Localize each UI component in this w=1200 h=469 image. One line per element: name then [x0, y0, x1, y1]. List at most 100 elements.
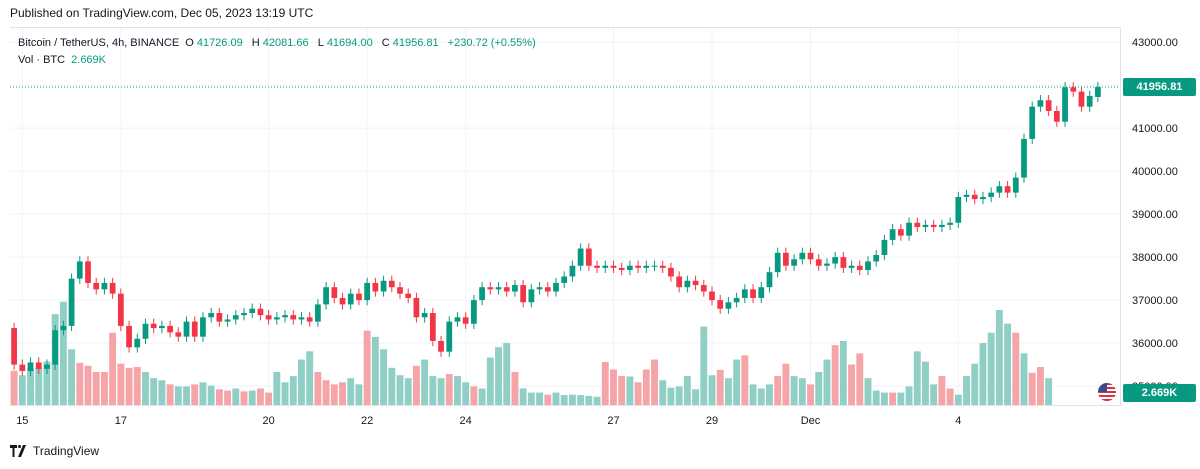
last-price-label: 41956.81 — [1123, 78, 1196, 97]
candle-body — [216, 313, 223, 322]
candle-body — [791, 259, 797, 266]
candle-body — [955, 196, 962, 223]
candle-body — [922, 224, 929, 228]
volume-bar — [314, 371, 322, 405]
volume-bar — [462, 382, 470, 405]
chart-legend: Bitcoin / TetherUS, 4h, BINANCE O 41726.0… — [18, 35, 539, 69]
candle-body — [914, 222, 921, 228]
volume-bar — [511, 371, 519, 405]
y-tick-label: 40000.00 — [1132, 166, 1178, 178]
candle-body — [807, 252, 814, 260]
volume-bar — [68, 349, 76, 405]
volume-bar — [954, 394, 962, 405]
volume-bar — [823, 359, 831, 405]
volume-bar — [618, 376, 626, 405]
candle-body — [19, 364, 26, 372]
volume-bar — [692, 389, 700, 405]
volume-bar — [922, 361, 929, 405]
candle-body — [848, 265, 855, 268]
volume-bar — [979, 343, 987, 405]
candle-body — [700, 285, 707, 292]
last-volume-label: 2.669K — [1123, 384, 1196, 402]
candle-body — [503, 287, 510, 292]
candle-body — [528, 289, 535, 303]
volume-bar — [798, 378, 806, 405]
candle-body — [323, 287, 329, 305]
candle-body — [93, 282, 100, 290]
candle-body — [520, 285, 527, 303]
candle-body — [224, 319, 231, 322]
candle-body — [1070, 87, 1077, 92]
x-tick-label: 27 — [607, 415, 619, 427]
candle-body — [709, 291, 715, 301]
volume-bar — [289, 376, 297, 405]
candle-body — [101, 282, 108, 290]
candle-body — [602, 265, 609, 268]
y-tick-label: 37000.00 — [1132, 295, 1178, 307]
candle-body — [939, 224, 945, 228]
candle-body — [1012, 177, 1019, 193]
volume-bar — [339, 382, 346, 405]
high-value: 42081.66 — [262, 37, 309, 49]
volume-bar — [626, 376, 634, 405]
volume-bar — [749, 384, 757, 405]
volume-bar — [544, 394, 552, 405]
candle-body — [257, 308, 264, 316]
candle-body — [471, 300, 477, 324]
candle-body — [618, 267, 625, 271]
candle-body — [331, 287, 338, 298]
us-flag-icon[interactable] — [1098, 383, 1116, 401]
volume-bar — [322, 380, 330, 405]
volume-bar — [43, 361, 51, 405]
volume-bar — [848, 364, 856, 405]
volume-bar — [683, 376, 691, 405]
volume-bar — [790, 376, 798, 405]
candle-body — [856, 265, 863, 271]
volume-bar — [536, 392, 544, 405]
price-axis[interactable] — [1120, 27, 1200, 406]
candle-body — [971, 194, 978, 200]
candle-body — [388, 280, 395, 288]
low-value: 41694.00 — [326, 37, 373, 49]
candle-body — [315, 304, 321, 322]
candle-body — [134, 338, 141, 348]
candle-body — [553, 282, 559, 292]
volume-bar — [35, 367, 43, 405]
candle-body — [282, 315, 288, 318]
candle-body — [150, 323, 157, 329]
candle-body — [1078, 91, 1085, 107]
candle-body — [717, 300, 724, 309]
volume-bar — [971, 363, 979, 405]
chart-pane[interactable] — [10, 27, 1120, 406]
candle-body — [44, 364, 50, 369]
candle-body — [454, 317, 461, 322]
volume-bar — [995, 310, 1003, 405]
candle-body — [659, 265, 666, 268]
volume-bar — [330, 384, 338, 405]
candle-body — [815, 259, 822, 266]
volume-bar — [839, 340, 847, 405]
candle-body — [585, 248, 592, 266]
candle-body — [421, 313, 428, 318]
change-value: +230.72 (+0.55%) — [447, 37, 536, 49]
volume-bar — [215, 389, 223, 405]
volume-bar — [486, 357, 494, 405]
volume-bar — [724, 378, 732, 405]
candle-body — [462, 317, 469, 324]
volume-bar — [412, 365, 420, 405]
candle-body — [594, 265, 600, 268]
candle-body — [684, 280, 691, 288]
footer-brand[interactable]: TradingView — [10, 444, 99, 458]
volume-bar — [667, 387, 675, 405]
volume-bar — [191, 384, 199, 405]
volume-bar — [454, 376, 461, 405]
volume-bar — [946, 388, 954, 405]
candle-body — [980, 196, 986, 200]
volume-bar — [388, 367, 396, 405]
candle-body — [692, 280, 699, 286]
volume-bar — [18, 375, 26, 405]
volume-bar — [963, 376, 970, 405]
volume-bar — [404, 378, 412, 405]
candle-body — [183, 321, 190, 337]
